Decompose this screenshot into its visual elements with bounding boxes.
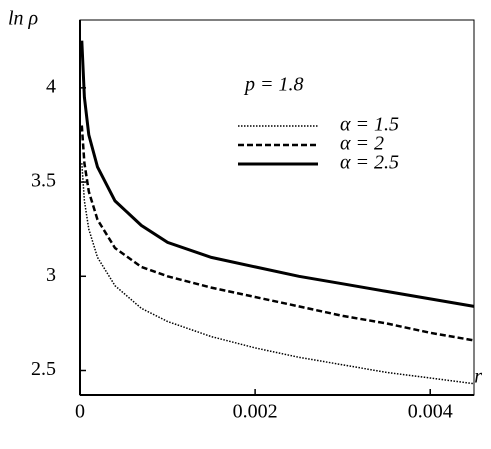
y-tick-label: 4 bbox=[46, 75, 56, 97]
series-line bbox=[80, 40, 475, 308]
series-line bbox=[81, 163, 475, 385]
legend-label: α = 2.5 bbox=[340, 152, 399, 174]
annotation: p = 1.8 bbox=[243, 74, 304, 96]
x-tick-label: 0.002 bbox=[233, 401, 278, 423]
y-tick-label: 3 bbox=[46, 264, 56, 286]
y-tick-label: 3.5 bbox=[31, 170, 56, 192]
series-line bbox=[80, 125, 475, 342]
x-tick-label: 0 bbox=[75, 401, 85, 423]
x-axis-label: r bbox=[474, 366, 482, 388]
legend-label: α = 1.5 bbox=[340, 114, 399, 136]
x-tick-label: 0.004 bbox=[408, 401, 453, 423]
legend-label: α = 2 bbox=[340, 133, 384, 155]
y-tick-label: 2.5 bbox=[31, 358, 56, 380]
y-axis-label: ln ρ bbox=[8, 8, 38, 30]
